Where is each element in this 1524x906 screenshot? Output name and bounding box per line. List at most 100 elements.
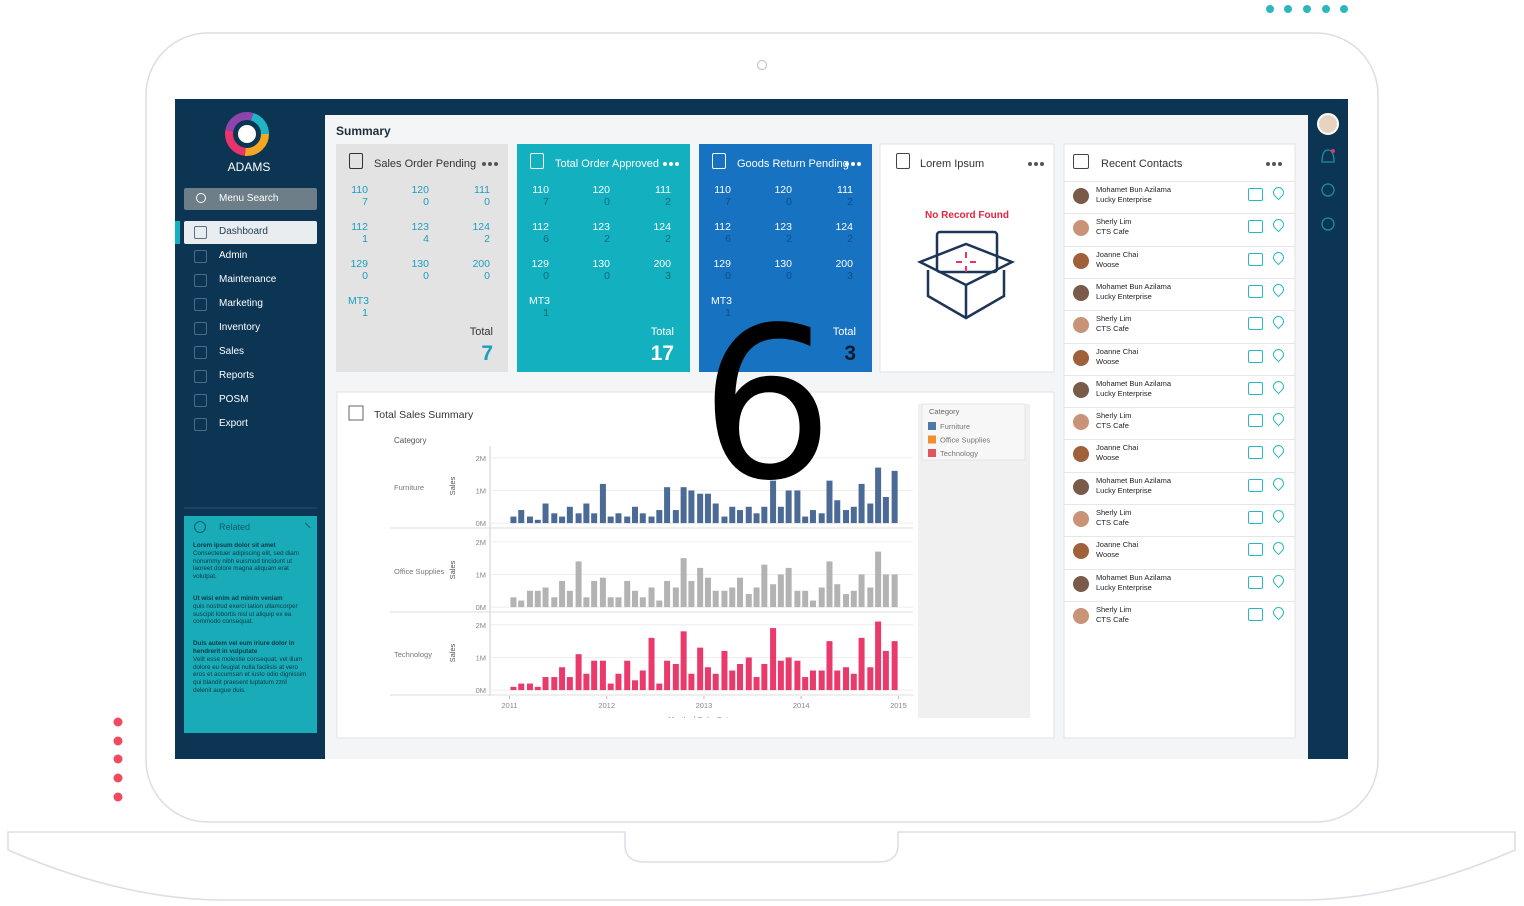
menu-item[interactable]: Reports xyxy=(184,365,317,388)
y-tick-label: 0M xyxy=(476,519,486,528)
overlay-number: 6 xyxy=(700,282,834,527)
bar xyxy=(697,493,704,524)
bar xyxy=(721,590,728,608)
item-code: 110 xyxy=(351,184,368,196)
item-code: 111 xyxy=(474,184,490,196)
bar xyxy=(818,670,825,691)
contact-card-button[interactable] xyxy=(1248,349,1263,363)
bar xyxy=(599,483,606,524)
bar xyxy=(753,677,760,691)
notification-icon[interactable] xyxy=(1321,149,1335,163)
bar xyxy=(672,510,679,524)
menu-item[interactable]: POSM xyxy=(184,389,317,412)
logout-icon[interactable] xyxy=(1321,217,1335,231)
contact-card-button[interactable] xyxy=(1248,317,1263,331)
contact-card-button[interactable] xyxy=(1248,511,1263,524)
row-divider xyxy=(1064,504,1295,505)
card-title: Lorem Ipsum xyxy=(920,158,985,170)
paragraph: Ut wisi enim ad minim veniam quis nostrud… xyxy=(193,595,307,626)
item-code: 130 xyxy=(774,258,792,270)
more-button[interactable] xyxy=(1266,162,1284,168)
bar xyxy=(753,513,760,524)
user-avatar[interactable] xyxy=(1317,113,1339,135)
row-divider xyxy=(1064,407,1295,409)
item-count: 1 xyxy=(725,307,731,319)
contact-company: CTS Cafe xyxy=(1096,614,1129,624)
settings-icon[interactable] xyxy=(1321,183,1335,197)
contact-name: Mohamet Bun Azilama xyxy=(1096,281,1172,291)
contact-card-button[interactable] xyxy=(1248,575,1263,589)
more-button[interactable] xyxy=(663,162,681,168)
contact-card-button[interactable] xyxy=(1248,284,1263,298)
menu-item[interactable]: Export xyxy=(184,413,317,436)
bar xyxy=(615,513,622,524)
bar xyxy=(794,590,801,608)
contact-avatar xyxy=(1073,349,1089,366)
menu-item[interactable]: Maintenance xyxy=(184,269,317,292)
row-divider xyxy=(1064,342,1295,344)
contact-card-button[interactable] xyxy=(1248,607,1263,621)
bar xyxy=(785,567,792,608)
menu-icon xyxy=(194,370,207,383)
bar xyxy=(518,600,525,608)
bar xyxy=(591,513,598,524)
contact-card-button[interactable] xyxy=(1248,543,1263,557)
contact-card-button[interactable] xyxy=(1248,478,1263,492)
menu-item[interactable]: Marketing xyxy=(184,293,317,316)
bar xyxy=(542,587,549,608)
contact-card-button[interactable] xyxy=(1248,381,1263,395)
icon xyxy=(349,153,363,169)
more-button[interactable] xyxy=(1028,162,1046,168)
close-button[interactable] xyxy=(300,522,311,533)
menu-icon xyxy=(194,250,207,263)
contact-company: CTS Cafe xyxy=(1096,227,1129,237)
bar xyxy=(599,660,606,691)
menu-item[interactable]: Admin xyxy=(184,245,317,268)
bar xyxy=(826,641,833,691)
row-divider xyxy=(1064,277,1295,279)
related-body: Lorem ipsum dolor sit amet Consectetuer a… xyxy=(193,542,307,709)
paragraph-heading: Lorem ipsum dolor sit amet xyxy=(193,542,276,549)
menu-label: Dashboard xyxy=(219,226,268,237)
facet-label: Technology xyxy=(394,650,432,659)
menu-item[interactable]: Sales xyxy=(184,341,317,364)
notification-badge xyxy=(1331,149,1335,153)
contact-card-button[interactable] xyxy=(1248,414,1263,428)
more-button[interactable] xyxy=(845,162,863,168)
chart-title: Total Sales Summary xyxy=(374,409,474,421)
related-panel: Related Lorem ipsum dolor sit amet Consect… xyxy=(184,516,317,733)
contact-card-button[interactable] xyxy=(1248,220,1263,234)
contact-card-button[interactable] xyxy=(1248,252,1263,266)
bar xyxy=(850,590,857,608)
more-button[interactable] xyxy=(482,162,500,168)
bar xyxy=(882,496,889,524)
paragraph-text: Consectetuer adipiscing elit, sed diam n… xyxy=(193,549,300,581)
menu-search[interactable]: Menu Search xyxy=(184,188,317,210)
menu-item[interactable]: Dashboard xyxy=(175,221,317,244)
contact-company: Lucky Enterprise xyxy=(1096,485,1152,495)
item-code: 112 xyxy=(714,221,731,233)
menu-icon xyxy=(194,418,207,431)
bar xyxy=(510,686,517,691)
bar xyxy=(688,490,695,524)
laptop-base xyxy=(7,831,1516,901)
bar xyxy=(542,677,549,691)
bar xyxy=(867,587,874,608)
menu-item[interactable]: Inventory xyxy=(184,317,317,340)
bar xyxy=(566,590,573,608)
bar xyxy=(697,647,704,691)
dot xyxy=(488,162,492,166)
bar xyxy=(850,673,857,691)
bar xyxy=(737,663,744,691)
legend-box xyxy=(921,403,1026,461)
bar xyxy=(875,621,882,691)
item-count: 6 xyxy=(725,233,731,245)
contact-avatar xyxy=(1073,381,1089,398)
contact-card-button[interactable] xyxy=(1248,188,1263,201)
bar xyxy=(858,637,865,691)
contact-card-button[interactable] xyxy=(1248,446,1263,460)
card-title: Sales Order Pending xyxy=(374,158,477,170)
icon xyxy=(712,153,726,169)
row-divider xyxy=(1064,310,1295,312)
menu-icon xyxy=(194,298,207,311)
